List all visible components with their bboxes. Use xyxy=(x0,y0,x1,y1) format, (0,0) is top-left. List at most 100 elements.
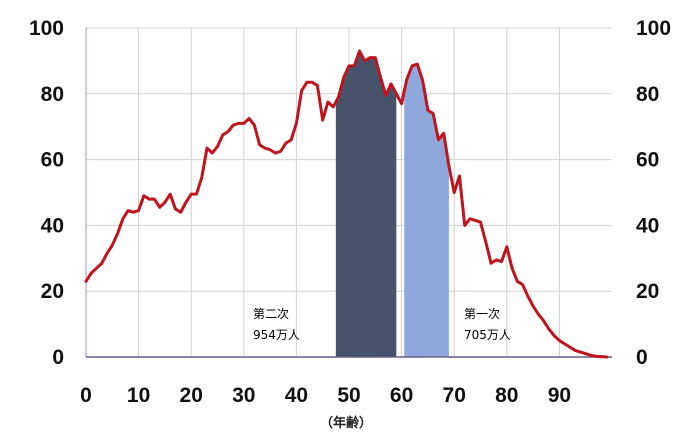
data-point-50 xyxy=(347,64,351,68)
data-point-86 xyxy=(537,313,540,316)
data-point-34 xyxy=(263,146,267,150)
data-point-5 xyxy=(111,243,114,247)
data-point-81 xyxy=(510,266,514,270)
data-point-82 xyxy=(516,280,519,283)
y-tick-left-60: 60 xyxy=(41,149,64,172)
data-point-1 xyxy=(90,271,93,275)
data-point-75 xyxy=(479,220,482,224)
data-point-49 xyxy=(342,76,345,79)
data-point-16 xyxy=(168,192,172,196)
y-tick-right-20: 20 xyxy=(636,280,659,303)
series-line xyxy=(84,49,609,359)
data-point-35 xyxy=(268,148,272,151)
y-tick-right-40: 40 xyxy=(636,214,659,237)
data-point-64 xyxy=(421,79,424,82)
data-point-98 xyxy=(600,355,603,358)
data-point-67 xyxy=(437,138,440,142)
x-axis-label: （年齢） xyxy=(320,415,372,431)
data-point-99 xyxy=(605,355,608,359)
data-point-13 xyxy=(153,197,156,201)
data-point-27 xyxy=(226,130,230,133)
x-tick-90: 90 xyxy=(548,384,571,407)
data-point-3 xyxy=(100,262,103,265)
x-tick-30: 30 xyxy=(232,384,255,407)
data-point-28 xyxy=(232,123,235,127)
x-tick-50: 50 xyxy=(337,384,360,407)
data-point-30 xyxy=(242,122,245,125)
x-tick-80: 80 xyxy=(495,384,518,407)
data-point-4 xyxy=(105,252,109,255)
data-point-45 xyxy=(321,118,324,122)
y-tick-left-0: 0 xyxy=(52,346,64,369)
data-point-51 xyxy=(353,64,356,68)
data-point-18 xyxy=(179,211,182,214)
data-point-60 xyxy=(400,102,403,105)
data-point-46 xyxy=(326,100,330,104)
x-tick-10: 10 xyxy=(127,384,150,407)
data-point-56 xyxy=(379,76,382,79)
data-point-83 xyxy=(521,283,524,286)
data-point-89 xyxy=(552,334,556,337)
data-point-21 xyxy=(195,192,198,196)
data-point-71 xyxy=(458,174,461,178)
data-point-26 xyxy=(221,133,224,137)
data-point-85 xyxy=(531,304,535,308)
data-point-20 xyxy=(190,192,193,196)
data-point-19 xyxy=(184,201,188,204)
data-point-32 xyxy=(253,123,256,127)
data-point-87 xyxy=(542,319,545,323)
y-axis-left-ticks: 0 20 40 60 80 100 xyxy=(29,17,64,369)
y-axis-right-ticks: 0 20 40 60 80 100 xyxy=(636,17,671,369)
data-point-76 xyxy=(484,240,487,244)
data-point-9 xyxy=(132,211,135,214)
data-point-6 xyxy=(116,232,119,235)
data-point-24 xyxy=(211,151,214,155)
data-point-94 xyxy=(579,350,582,354)
data-point-70 xyxy=(453,191,456,194)
data-point-15 xyxy=(163,201,167,204)
data-point-25 xyxy=(216,145,219,148)
data-point-63 xyxy=(416,62,419,66)
data-point-54 xyxy=(368,56,372,59)
data-point-95 xyxy=(584,352,587,355)
data-point-11 xyxy=(142,194,146,197)
data-point-8 xyxy=(126,209,130,212)
data-point-48 xyxy=(337,95,340,99)
data-point-12 xyxy=(147,197,151,201)
data-point-73 xyxy=(468,217,472,221)
data-point-69 xyxy=(447,164,451,168)
y-tick-right-0: 0 xyxy=(636,346,648,369)
y-tick-left-20: 20 xyxy=(41,280,64,303)
y-tick-right-60: 60 xyxy=(636,149,659,172)
data-point-14 xyxy=(158,206,161,209)
data-point-93 xyxy=(573,349,577,352)
data-point-38 xyxy=(284,141,288,145)
data-point-52 xyxy=(358,49,361,53)
data-point-90 xyxy=(558,339,561,342)
x-tick-40: 40 xyxy=(285,384,308,407)
data-point-2 xyxy=(95,266,98,270)
gridlines xyxy=(86,27,612,357)
data-point-40 xyxy=(295,122,298,125)
data-point-80 xyxy=(505,245,508,248)
y-tick-left-40: 40 xyxy=(41,214,64,237)
data-point-10 xyxy=(137,209,140,212)
data-point-68 xyxy=(442,132,445,135)
data-point-31 xyxy=(247,117,251,120)
highlight-regions xyxy=(335,51,449,357)
data-point-72 xyxy=(463,224,466,227)
data-point-55 xyxy=(374,56,377,59)
data-point-17 xyxy=(174,207,177,211)
data-point-0 xyxy=(84,280,88,283)
data-point-37 xyxy=(279,150,282,153)
data-point-43 xyxy=(310,81,314,84)
data-point-88 xyxy=(547,327,551,331)
annotation-first-line1: 第一次 xyxy=(464,307,500,321)
y-tick-left-100: 100 xyxy=(29,17,64,40)
data-point-23 xyxy=(205,146,209,150)
data-point-29 xyxy=(237,122,240,125)
data-point-79 xyxy=(500,260,503,263)
series-line-group xyxy=(84,49,609,359)
data-point-74 xyxy=(474,219,477,222)
